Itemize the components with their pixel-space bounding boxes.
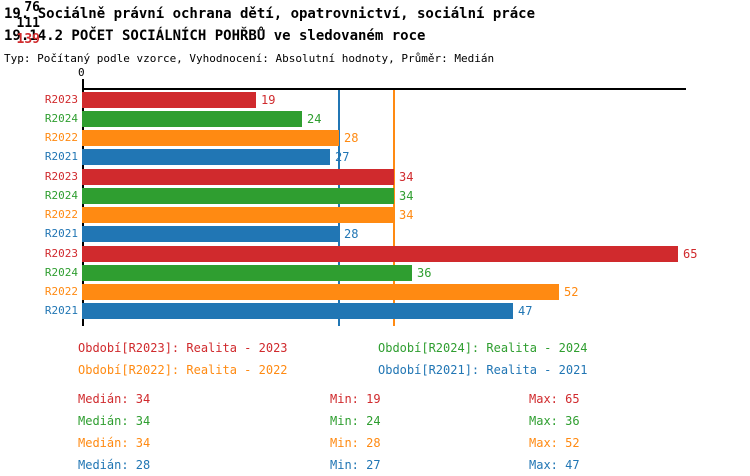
bar-value-label: 36: [417, 266, 432, 280]
bar: [82, 149, 330, 165]
bar-row-label-r2024: R2024: [44, 189, 78, 202]
bar: [82, 246, 678, 262]
legend-item-r2022: Období[R2022]: Realita - 2022: [78, 363, 288, 377]
bar-row-label-r2021: R2021: [44, 150, 78, 163]
bar-value-label: 27: [335, 150, 350, 164]
bar-value-label: 28: [344, 227, 359, 241]
bar-value-label: 19: [261, 93, 276, 107]
bar: [82, 207, 394, 223]
bar-row-label-r2023: R2023: [44, 170, 78, 183]
bar-value-label: 34: [399, 208, 414, 222]
bar-row-label-r2022: R2022: [44, 285, 78, 298]
bar: [82, 130, 339, 146]
bar: [82, 188, 394, 204]
bar: [82, 92, 256, 108]
bar-row-label-r2023: R2023: [44, 93, 78, 106]
x-axis-line: [82, 88, 686, 90]
bar-value-label: 28: [344, 131, 359, 145]
x-axis-zero-label: 0: [78, 66, 85, 79]
stat-max-r2023: Max: 65: [529, 392, 580, 406]
stat-min-r2024: Min: 24: [330, 414, 381, 428]
bar: [82, 303, 513, 319]
group-label: 76: [24, 0, 40, 15]
bar-value-label: 47: [518, 304, 533, 318]
legend-item-r2023: Období[R2023]: Realita - 2023: [78, 341, 288, 355]
legend-item-r2024: Období[R2024]: Realita - 2024: [378, 341, 588, 355]
bar-value-label: 24: [307, 112, 322, 126]
stat-max-r2024: Max: 36: [529, 414, 580, 428]
bar: [82, 226, 339, 242]
stat-min-r2023: Min: 19: [330, 392, 381, 406]
bar: [82, 169, 394, 185]
bar-value-label: 65: [683, 247, 698, 261]
stat-max-r2021: Max: 47: [529, 458, 580, 472]
bar: [82, 265, 412, 281]
stat-median-r2021: Medián: 28: [78, 458, 151, 472]
bar-row-label-r2021: R2021: [44, 227, 78, 240]
stat-min-r2021: Min: 27: [330, 458, 381, 472]
bar-value-label: 34: [399, 170, 414, 184]
chart-meta-line: Typ: Počítaný podle vzorce, Vyhodnocení:…: [4, 52, 495, 65]
stat-median-r2023: Medián: 34: [78, 392, 151, 406]
bar: [82, 284, 559, 300]
bar-value-label: 34: [399, 189, 414, 203]
stat-min-r2022: Min: 28: [330, 436, 381, 450]
stat-median-r2024: Medián: 34: [78, 414, 151, 428]
bar-chart-plot-area: 0 76 R2023 19 R2024 24 R2022 28 R2021 27 111 R2023 3…: [16, 0, 698, 326]
bar-row-label-r2022: R2022: [44, 131, 78, 144]
bar-row-label-r2022: R2022: [44, 208, 78, 221]
group-label: 111: [16, 16, 40, 31]
page-title: 19. Sociálně právní ochrana dětí, opatro…: [4, 6, 536, 22]
bar-value-label: 52: [564, 285, 579, 299]
bar-row-label-r2023: R2023: [44, 247, 78, 260]
group-label: 139: [16, 32, 40, 47]
bar-row-label-r2024: R2024: [44, 266, 78, 279]
bar-row-label-r2021: R2021: [44, 304, 78, 317]
stat-max-r2022: Max: 52: [529, 436, 580, 450]
bar: [82, 111, 302, 127]
bar-row-label-r2024: R2024: [44, 112, 78, 125]
chart-title: 19.14.2 POČET SOCIÁLNÍCH POHŘBŮ ve sledo…: [4, 28, 426, 44]
stat-median-r2022: Medián: 34: [78, 436, 151, 450]
legend-item-r2021: Období[R2021]: Realita - 2021: [378, 363, 588, 377]
